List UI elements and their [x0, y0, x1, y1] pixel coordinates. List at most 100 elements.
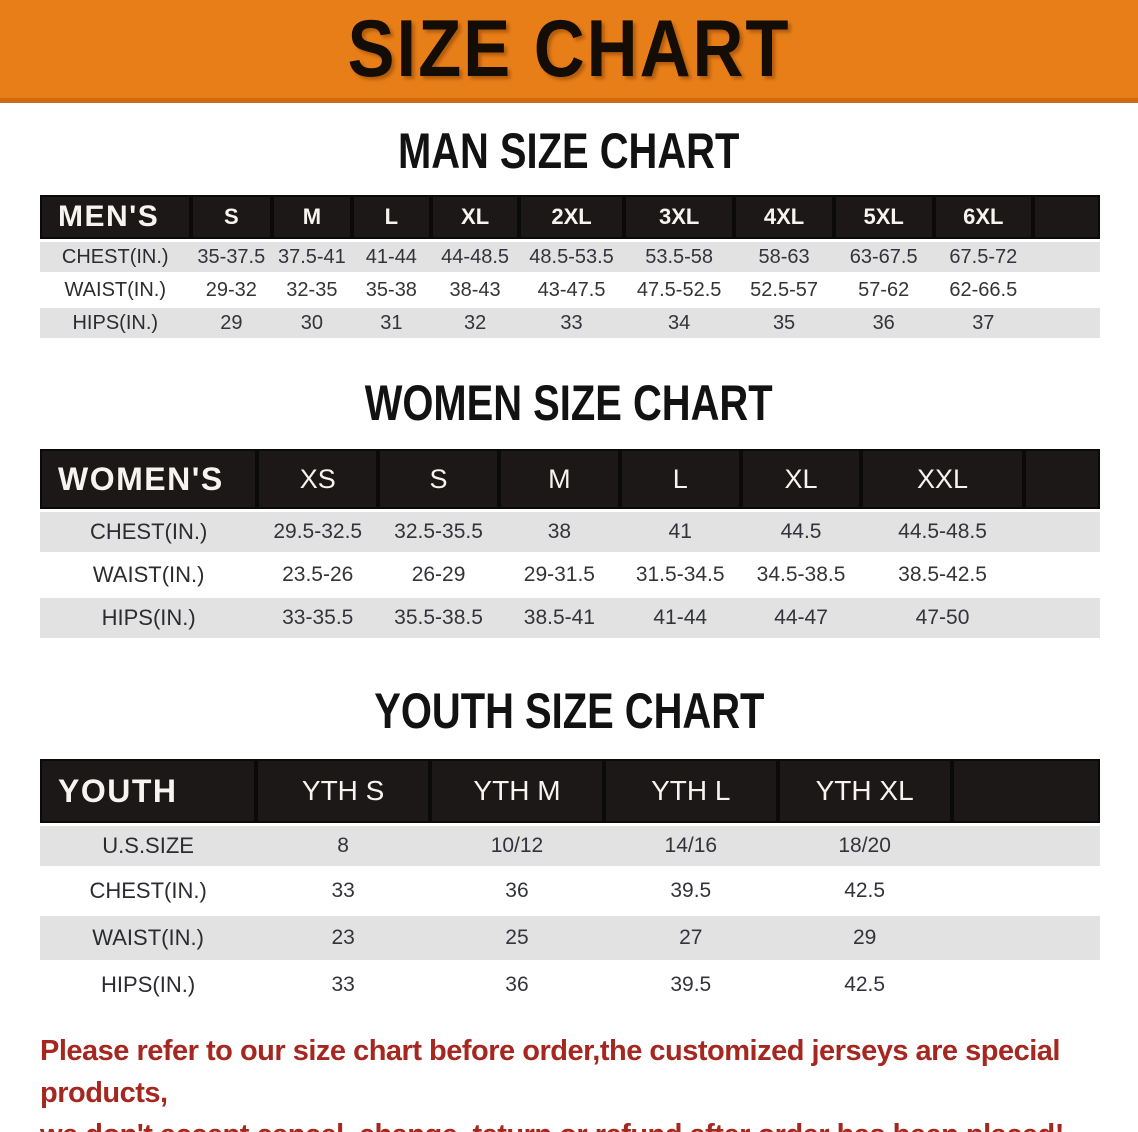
youth-chest-value: 36	[430, 869, 604, 913]
men-waist-value: 29-32	[190, 275, 273, 305]
men-table-header-row: MEN'S S M L XL 2XL 3XL 4XL 5XL 6XL	[40, 195, 1100, 239]
men-chest-value: 44-48.5	[431, 242, 520, 272]
women-col-s: S	[378, 449, 499, 509]
women-chest-value: 44.5-48.5	[861, 512, 1024, 552]
youth-table-header-row: YOUTH YTH S YTH M YTH L YTH XL	[40, 759, 1100, 823]
youth-waist-label: WAIST(IN.)	[40, 916, 257, 960]
youth-waist-value: 23	[256, 916, 431, 960]
youth-waist-row: WAIST(IN.) 23 25 27 29	[40, 916, 1100, 960]
men-hips-label: HIPS(IN.)	[40, 308, 191, 338]
youth-ussize-value: 18/20	[777, 826, 952, 866]
disclaimer-line-2: we don't accept cancel, change, teturn o…	[40, 1114, 1118, 1132]
youth-ussize-row: U.S.SIZE 8 10/12 14/16 18/20	[40, 826, 1100, 866]
youth-waist-value: 25	[430, 916, 604, 960]
youth-row-filler	[951, 869, 1100, 913]
youth-col-l: YTH L	[603, 759, 778, 823]
youth-row-filler	[951, 963, 1100, 1007]
men-hips-row: HIPS(IN.) 29 30 31 32 33 34 35 36 37	[40, 308, 1100, 338]
women-waist-value: 31.5-34.5	[619, 555, 741, 595]
men-waist-value: 62-66.5	[933, 275, 1034, 305]
youth-chest-value: 33	[256, 869, 431, 913]
women-col-xl: XL	[740, 449, 862, 509]
men-col-3xl: 3XL	[624, 195, 735, 239]
men-row-filler	[1033, 242, 1100, 272]
women-hips-value: 41-44	[619, 598, 741, 638]
men-chest-value: 58-63	[734, 242, 834, 272]
men-chest-value: 41-44	[351, 242, 432, 272]
men-chest-value: 37.5-41	[272, 242, 352, 272]
banner-title: SIZE CHART	[347, 4, 791, 94]
women-col-xxl: XXL	[861, 449, 1024, 509]
men-chest-value: 67.5-72	[933, 242, 1034, 272]
men-waist-value: 32-35	[272, 275, 352, 305]
men-row-filler	[1033, 308, 1100, 338]
youth-ussize-value: 8	[256, 826, 431, 866]
men-chest-label: CHEST(IN.)	[40, 242, 191, 272]
women-chest-value: 38	[498, 512, 620, 552]
youth-ussize-value: 14/16	[603, 826, 778, 866]
youth-col-m: YTH M	[430, 759, 604, 823]
women-col-m: M	[498, 449, 620, 509]
men-waist-value: 47.5-52.5	[624, 275, 735, 305]
women-header-label: WOMEN'S	[40, 449, 258, 509]
youth-hips-label: HIPS(IN.)	[40, 963, 257, 1007]
women-row-filler	[1023, 555, 1100, 595]
youth-section-title-wrap: YOUTH SIZE CHART	[0, 682, 1138, 738]
women-row-filler	[1023, 598, 1100, 638]
men-chest-value: 48.5-53.5	[519, 242, 625, 272]
youth-hips-value: 39.5	[603, 963, 778, 1007]
women-chest-label: CHEST(IN.)	[40, 512, 258, 552]
men-chest-row: CHEST(IN.) 35-37.5 37.5-41 41-44 44-48.5…	[40, 242, 1100, 272]
women-col-l: L	[619, 449, 741, 509]
youth-header-filler	[951, 759, 1100, 823]
women-waist-value: 34.5-38.5	[740, 555, 862, 595]
men-hips-value: 34	[624, 308, 735, 338]
women-section-title: WOMEN SIZE CHART	[365, 374, 773, 431]
men-waist-row: WAIST(IN.) 29-32 32-35 35-38 38-43 43-47…	[40, 275, 1100, 305]
youth-section-title: YOUTH SIZE CHART	[373, 682, 765, 739]
size-chart-banner: SIZE CHART	[0, 0, 1138, 103]
youth-size-table: YOUTH YTH S YTH M YTH L YTH XL U.S.SIZE …	[40, 756, 1100, 1010]
men-col-s: S	[190, 195, 273, 239]
men-col-m: M	[272, 195, 352, 239]
women-table-header-row: WOMEN'S XS S M L XL XXL	[40, 449, 1100, 509]
women-hips-value: 38.5-41	[498, 598, 620, 638]
youth-header-label: YOUTH	[40, 759, 257, 823]
men-waist-value: 57-62	[833, 275, 934, 305]
women-row-filler	[1023, 512, 1100, 552]
youth-hips-value: 36	[430, 963, 604, 1007]
men-hips-value: 31	[351, 308, 432, 338]
youth-col-xl: YTH XL	[777, 759, 952, 823]
men-waist-value: 52.5-57	[734, 275, 834, 305]
men-row-filler	[1033, 275, 1100, 305]
youth-ussize-label: U.S.SIZE	[40, 826, 257, 866]
men-col-5xl: 5XL	[833, 195, 934, 239]
youth-hips-value: 33	[256, 963, 431, 1007]
youth-col-s: YTH S	[256, 759, 431, 823]
men-col-6xl: 6XL	[933, 195, 1034, 239]
men-waist-value: 38-43	[431, 275, 520, 305]
women-hips-row: HIPS(IN.) 33-35.5 35.5-38.5 38.5-41 41-4…	[40, 598, 1100, 638]
men-chest-value: 53.5-58	[624, 242, 735, 272]
women-waist-value: 29-31.5	[498, 555, 620, 595]
men-waist-label: WAIST(IN.)	[40, 275, 191, 305]
youth-chest-label: CHEST(IN.)	[40, 869, 257, 913]
women-hips-value: 47-50	[861, 598, 1024, 638]
women-waist-row: WAIST(IN.) 23.5-26 26-29 29-31.5 31.5-34…	[40, 555, 1100, 595]
men-hips-value: 33	[519, 308, 625, 338]
women-chest-value: 32.5-35.5	[378, 512, 499, 552]
man-section-title: MAN SIZE CHART	[398, 122, 740, 179]
youth-row-filler	[951, 826, 1100, 866]
men-hips-value: 37	[933, 308, 1034, 338]
women-waist-label: WAIST(IN.)	[40, 555, 258, 595]
youth-waist-value: 29	[777, 916, 952, 960]
women-section-title-wrap: WOMEN SIZE CHART	[0, 374, 1138, 430]
men-size-table: MEN'S S M L XL 2XL 3XL 4XL 5XL 6XL CHEST…	[40, 192, 1100, 341]
men-hips-value: 35	[734, 308, 834, 338]
men-waist-value: 35-38	[351, 275, 432, 305]
women-chest-value: 41	[619, 512, 741, 552]
men-waist-value: 43-47.5	[519, 275, 625, 305]
men-col-xl: XL	[431, 195, 520, 239]
men-header-label: MEN'S	[40, 195, 191, 239]
men-chest-value: 63-67.5	[833, 242, 934, 272]
